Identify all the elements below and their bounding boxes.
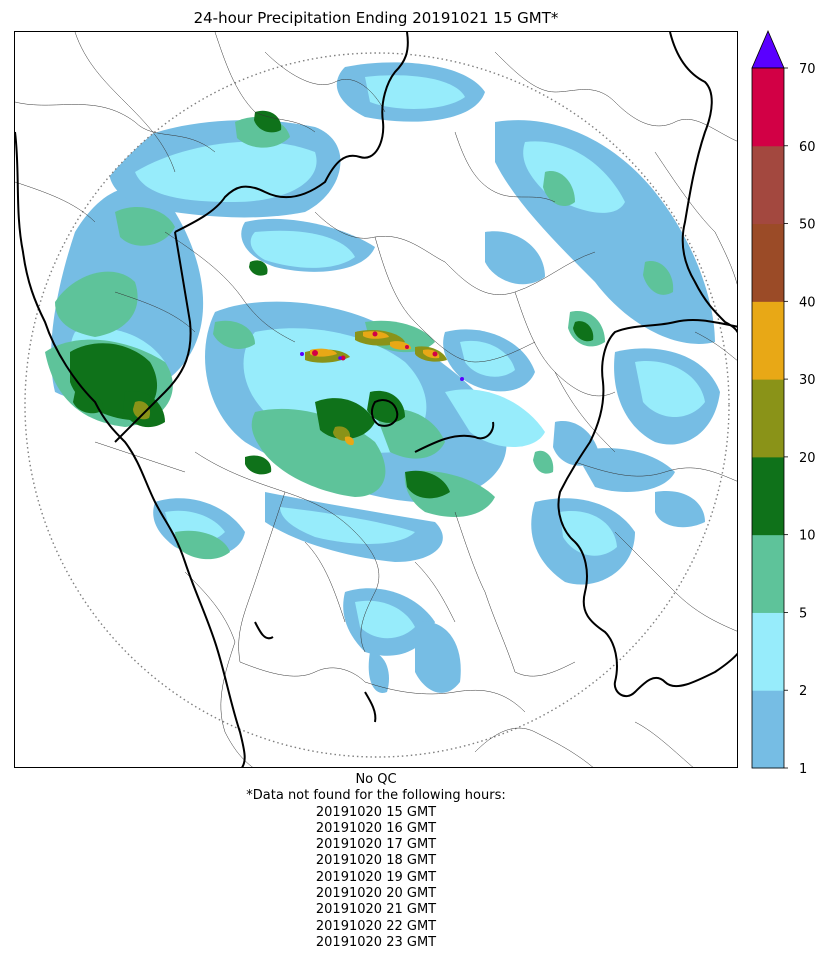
colorbar-tick-label: 40 (799, 295, 816, 310)
colorbar-tick-label: 10 (799, 529, 816, 544)
colorbar-tick-label: 50 (799, 218, 816, 233)
colorbar-segment (752, 379, 784, 458)
colorbar-tick-label: 20 (799, 451, 816, 466)
colorbar-segment (752, 456, 784, 536)
colorbar-tick-label: 5 (799, 606, 807, 621)
missing-hour: 20191020 15 GMT (315, 804, 437, 820)
missing-hour: 20191020 19 GMT (315, 869, 437, 885)
colorbar-svg: 1 2 5 10 20 30 40 50 60 70 (751, 29, 816, 777)
radar-map (14, 31, 738, 768)
missing-hour: 20191020 17 GMT (315, 837, 437, 853)
colorbar-segment (752, 145, 784, 225)
precipitation-field (45, 62, 720, 693)
colorbar-tick-label: 30 (799, 373, 816, 388)
colorbar-tick-label: 70 (799, 62, 816, 77)
colorbar-segment (752, 690, 784, 769)
missing-data-header: *Data not found for the following hours: (246, 788, 506, 804)
missing-hour: 20191020 23 GMT (315, 934, 437, 950)
colorbar-tick-label: 2 (799, 684, 807, 699)
colorbar: 1 2 5 10 20 30 40 50 60 70 (751, 29, 822, 777)
colorbar-outline (751, 67, 785, 769)
footnote: No QC *Data not found for the following … (14, 772, 738, 951)
missing-hour: 20191020 16 GMT (315, 820, 437, 836)
state-boundaries (15, 32, 737, 767)
colorbar-segment (752, 534, 784, 613)
missing-hour: 20191020 21 GMT (315, 902, 437, 918)
colorbar-tick-label: 1 (799, 762, 807, 777)
colorbar-segment (752, 68, 784, 147)
colorbar-segment (752, 223, 784, 302)
map-title: 24-hour Precipitation Ending 20191021 15… (193, 9, 559, 27)
missing-hour: 20191020 18 GMT (315, 853, 437, 869)
district-boundaries (15, 32, 737, 767)
radar-map-canvas (15, 32, 737, 767)
colorbar-extend-arrow (751, 29, 785, 69)
colorbar-segment (752, 612, 784, 691)
colorbar-segment (752, 301, 784, 380)
missing-hour: 20191020 22 GMT (315, 918, 437, 934)
colorbar-tick-label: 60 (799, 140, 816, 155)
missing-hour: 20191020 20 GMT (315, 886, 437, 902)
qc-note: No QC (355, 772, 397, 787)
radar-range-ring (24, 52, 730, 758)
